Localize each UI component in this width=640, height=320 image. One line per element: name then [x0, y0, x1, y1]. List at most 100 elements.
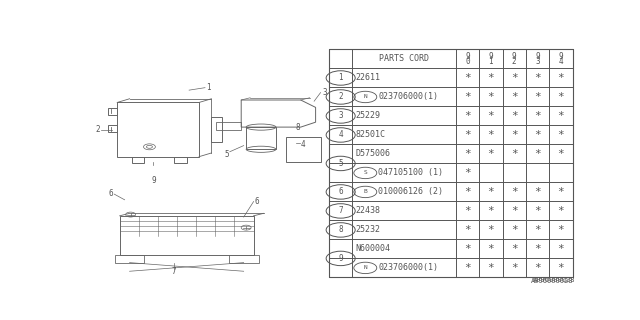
- Bar: [330, 50, 573, 277]
- Text: *: *: [464, 149, 471, 159]
- Text: *: *: [557, 73, 564, 83]
- Bar: [108, 125, 117, 132]
- Text: *: *: [534, 130, 541, 140]
- Text: 82501C: 82501C: [356, 131, 386, 140]
- Text: 2: 2: [95, 125, 100, 134]
- Text: *: *: [488, 263, 494, 273]
- Bar: [211, 117, 222, 142]
- Text: 1: 1: [207, 83, 211, 92]
- Text: *: *: [557, 225, 564, 235]
- Text: *: *: [464, 244, 471, 254]
- Text: *: *: [557, 111, 564, 121]
- Text: 6: 6: [255, 196, 259, 205]
- Text: *: *: [534, 111, 541, 121]
- Text: 9: 9: [151, 176, 156, 185]
- Text: A096000028: A096000028: [531, 277, 573, 284]
- Bar: [132, 157, 145, 163]
- Text: B: B: [364, 189, 367, 195]
- Text: 0: 0: [465, 57, 470, 66]
- Text: N: N: [364, 94, 367, 100]
- Text: *: *: [557, 130, 564, 140]
- Text: 1: 1: [488, 57, 493, 66]
- Text: 25232: 25232: [356, 225, 381, 235]
- Text: *: *: [557, 92, 564, 102]
- Bar: [108, 108, 117, 115]
- Text: 3: 3: [535, 57, 540, 66]
- Bar: [174, 157, 187, 163]
- Text: A096000028: A096000028: [532, 277, 575, 283]
- Text: 7: 7: [172, 267, 177, 276]
- Text: *: *: [488, 206, 494, 216]
- Text: 9: 9: [488, 52, 493, 60]
- Text: *: *: [534, 244, 541, 254]
- Text: 6: 6: [109, 189, 113, 198]
- Text: *: *: [464, 206, 471, 216]
- Text: 1: 1: [339, 74, 343, 83]
- Text: 023706000(1): 023706000(1): [378, 263, 438, 272]
- Text: 6: 6: [339, 188, 343, 196]
- Text: *: *: [511, 225, 518, 235]
- Text: *: *: [534, 263, 541, 273]
- Text: *: *: [511, 263, 518, 273]
- Text: 9: 9: [465, 52, 470, 60]
- Text: 3: 3: [339, 111, 343, 120]
- Text: 2: 2: [512, 57, 516, 66]
- Text: *: *: [511, 73, 518, 83]
- Text: 023706000(1): 023706000(1): [378, 92, 438, 101]
- Text: *: *: [511, 206, 518, 216]
- Text: *: *: [511, 244, 518, 254]
- Text: *: *: [534, 92, 541, 102]
- Text: *: *: [464, 263, 471, 273]
- Text: *: *: [557, 149, 564, 159]
- Bar: [120, 216, 253, 255]
- Text: 7: 7: [339, 206, 343, 215]
- Text: *: *: [488, 111, 494, 121]
- Text: 5: 5: [339, 159, 343, 168]
- Text: 4: 4: [559, 57, 563, 66]
- Text: *: *: [464, 111, 471, 121]
- Text: *: *: [534, 206, 541, 216]
- Text: *: *: [557, 263, 564, 273]
- Text: *: *: [488, 73, 494, 83]
- Text: *: *: [464, 225, 471, 235]
- Text: 22438: 22438: [356, 206, 381, 215]
- Text: *: *: [488, 130, 494, 140]
- Text: 9: 9: [559, 52, 563, 60]
- Text: 010006126 (2): 010006126 (2): [378, 188, 444, 196]
- Text: *: *: [511, 111, 518, 121]
- Text: *: *: [464, 168, 471, 178]
- Text: 2: 2: [339, 92, 343, 101]
- Text: *: *: [557, 187, 564, 197]
- Text: 9: 9: [535, 52, 540, 60]
- Text: *: *: [488, 244, 494, 254]
- Text: *: *: [488, 92, 494, 102]
- Text: *: *: [488, 187, 494, 197]
- Text: N: N: [364, 265, 367, 270]
- Text: S: S: [364, 171, 367, 175]
- Text: PARTS CORD: PARTS CORD: [379, 54, 429, 63]
- Text: *: *: [557, 244, 564, 254]
- Text: *: *: [534, 187, 541, 197]
- Text: *: *: [464, 187, 471, 197]
- Text: *: *: [464, 130, 471, 140]
- Text: 4: 4: [339, 131, 343, 140]
- Text: 4: 4: [301, 140, 305, 149]
- Text: *: *: [464, 73, 471, 83]
- Text: 9: 9: [339, 254, 343, 263]
- Text: 8: 8: [296, 123, 300, 132]
- Bar: [117, 102, 199, 157]
- Text: N600004: N600004: [356, 244, 391, 253]
- Text: 22611: 22611: [356, 74, 381, 83]
- Text: 25229: 25229: [356, 111, 381, 120]
- Text: *: *: [534, 73, 541, 83]
- Text: *: *: [534, 225, 541, 235]
- Text: 3: 3: [322, 88, 326, 97]
- Text: *: *: [488, 149, 494, 159]
- Text: *: *: [464, 92, 471, 102]
- Text: *: *: [557, 206, 564, 216]
- Text: *: *: [511, 92, 518, 102]
- Text: 047105100 (1): 047105100 (1): [378, 168, 444, 178]
- Text: 5: 5: [224, 150, 229, 159]
- Text: *: *: [488, 225, 494, 235]
- Text: *: *: [534, 149, 541, 159]
